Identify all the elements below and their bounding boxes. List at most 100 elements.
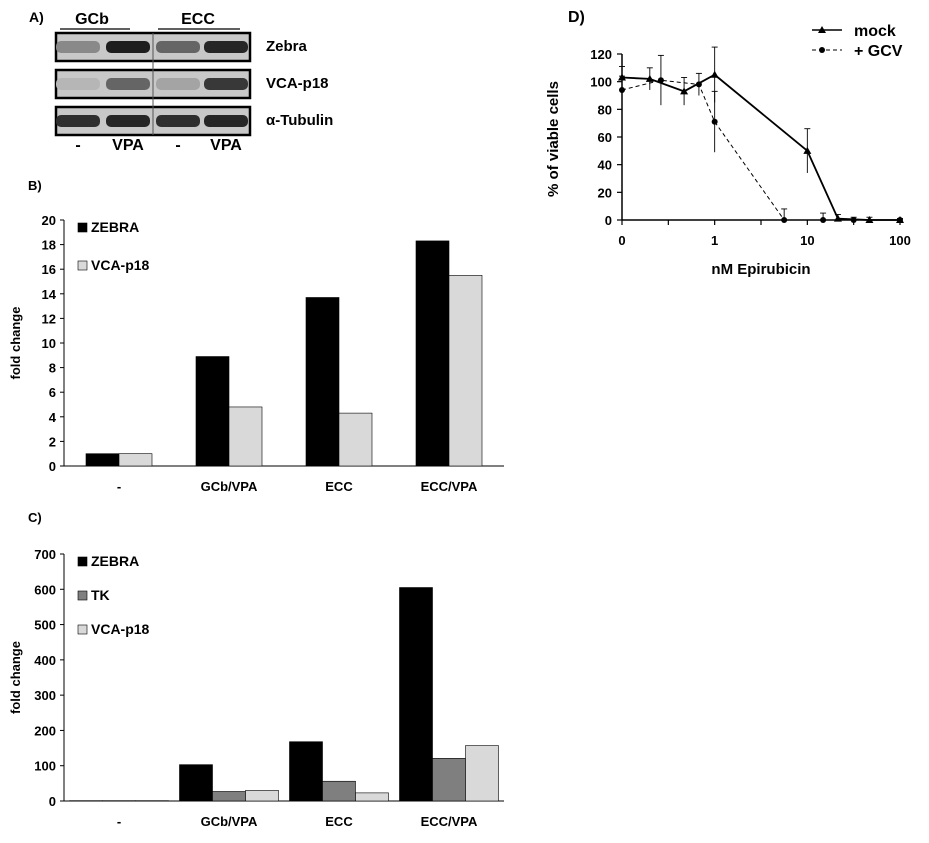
row-label-vca: VCA-p18 — [266, 75, 329, 92]
x-tick-label: ECC/VPA — [421, 814, 478, 829]
bar — [179, 764, 213, 802]
panel-d-label: D) — [568, 9, 585, 26]
bar — [212, 791, 246, 802]
blot-band — [56, 41, 100, 53]
data-point — [657, 77, 664, 84]
bar — [305, 297, 340, 467]
y-axis-title: fold change — [8, 307, 23, 380]
panel-a: A) GCb ECC Zebra VCA-p18 α-Tubulin - VPA… — [29, 9, 333, 154]
row-label-zebra: Zebra — [266, 38, 308, 55]
y-tick-label: 14 — [42, 287, 57, 302]
y-axis-title: fold change — [8, 641, 23, 714]
data-point — [710, 70, 719, 78]
data-point — [619, 86, 625, 93]
y-tick-label: 20 — [598, 185, 612, 200]
y-tick-label: 700 — [34, 547, 56, 562]
y-tick-label: 18 — [42, 238, 56, 253]
bar — [415, 240, 450, 467]
y-tick-label: 0 — [605, 213, 612, 228]
blot-band — [156, 78, 200, 90]
legend-label: VCA-p18 — [91, 621, 150, 637]
y-tick-label: 100 — [34, 759, 56, 774]
x-tick-label: - — [117, 814, 121, 829]
bar — [338, 412, 373, 467]
data-point — [850, 217, 857, 223]
y-tick-label: 16 — [42, 262, 56, 277]
group-label-gcb: GCb — [75, 11, 109, 28]
x-axis-title: nM Epirubicin — [711, 261, 810, 278]
bar — [228, 406, 263, 467]
lane-label-2: VPA — [112, 137, 144, 154]
y-tick-label: 600 — [34, 582, 56, 597]
y-tick-label: 20 — [42, 213, 56, 228]
y-tick-label: 120 — [590, 47, 612, 62]
legend-label: VCA-p18 — [91, 257, 150, 273]
blot-band — [156, 115, 200, 127]
y-tick-label: 400 — [34, 653, 56, 668]
data-point — [695, 81, 702, 88]
x-tick-label: ECC — [325, 814, 353, 829]
y-tick-label: 300 — [34, 688, 56, 703]
x-tick-label: 1 — [711, 233, 718, 248]
y-tick-label: 200 — [34, 723, 56, 738]
chart-c: 0 100 200 300 400 500 600 700 fold change - GCb/VP… — [8, 547, 504, 829]
legend-label: ZEBRA — [91, 553, 139, 569]
bar — [118, 453, 153, 467]
legend-swatch — [77, 590, 88, 601]
blot-band — [56, 115, 100, 127]
lane-label-1: - — [75, 137, 80, 154]
blot-band — [156, 41, 200, 53]
bar — [322, 780, 356, 802]
y-tick-label: 6 — [49, 385, 56, 400]
x-tick-label: - — [117, 479, 121, 494]
x-tick-label: 0 — [618, 233, 625, 248]
bar — [289, 741, 323, 802]
bar — [85, 453, 120, 467]
y-tick-label: 500 — [34, 618, 56, 633]
chart-b: 0 2 4 6 8 10 12 14 16 18 20 fold change - GCb/VPA ECC E… — [8, 213, 504, 494]
bar — [355, 792, 389, 802]
blot-band — [204, 41, 248, 53]
y-tick-label: 80 — [598, 102, 612, 117]
y-tick-label: 2 — [49, 434, 56, 449]
y-tick-label: 8 — [49, 361, 56, 376]
data-point — [897, 217, 903, 223]
y-tick-label: 12 — [42, 311, 56, 326]
x-tick-label: ECC/VPA — [421, 479, 478, 494]
chart-d: 0 20 40 60 80 100 120 0 1 10 100 nM Epirubicin % of … — [545, 23, 911, 278]
series-line — [621, 79, 900, 221]
panel-c-label: C) — [28, 510, 42, 525]
panel-b-label: B) — [28, 178, 42, 193]
lane-label-4: VPA — [210, 137, 242, 154]
lane-label-3: - — [175, 137, 180, 154]
y-tick-label: 10 — [42, 336, 56, 351]
legend-swatch — [77, 556, 88, 567]
blot-band — [56, 78, 100, 90]
bar — [195, 356, 230, 467]
bar — [432, 758, 466, 802]
data-point — [645, 74, 654, 82]
data-point — [820, 217, 827, 223]
legend-label: ZEBRA — [91, 219, 139, 235]
y-tick-label: 0 — [49, 459, 56, 474]
y-tick-label: 0 — [49, 794, 56, 809]
blot-band — [204, 78, 248, 90]
y-tick-label: 60 — [598, 130, 612, 145]
data-point — [711, 118, 718, 125]
legend-marker — [819, 47, 825, 53]
legend-swatch — [77, 624, 88, 635]
bar — [245, 790, 279, 802]
x-tick-label: 10 — [800, 233, 814, 248]
data-point — [680, 87, 689, 95]
bar — [465, 745, 499, 802]
blot-band — [106, 115, 150, 127]
x-tick-label: ECC — [325, 479, 353, 494]
data-point — [781, 217, 788, 223]
data-point — [803, 146, 812, 154]
bar — [448, 275, 483, 467]
y-axis-title: % of viable cells — [545, 81, 562, 197]
blot-band — [106, 41, 150, 53]
bar — [399, 587, 433, 802]
row-label-tubulin: α-Tubulin — [266, 112, 333, 129]
